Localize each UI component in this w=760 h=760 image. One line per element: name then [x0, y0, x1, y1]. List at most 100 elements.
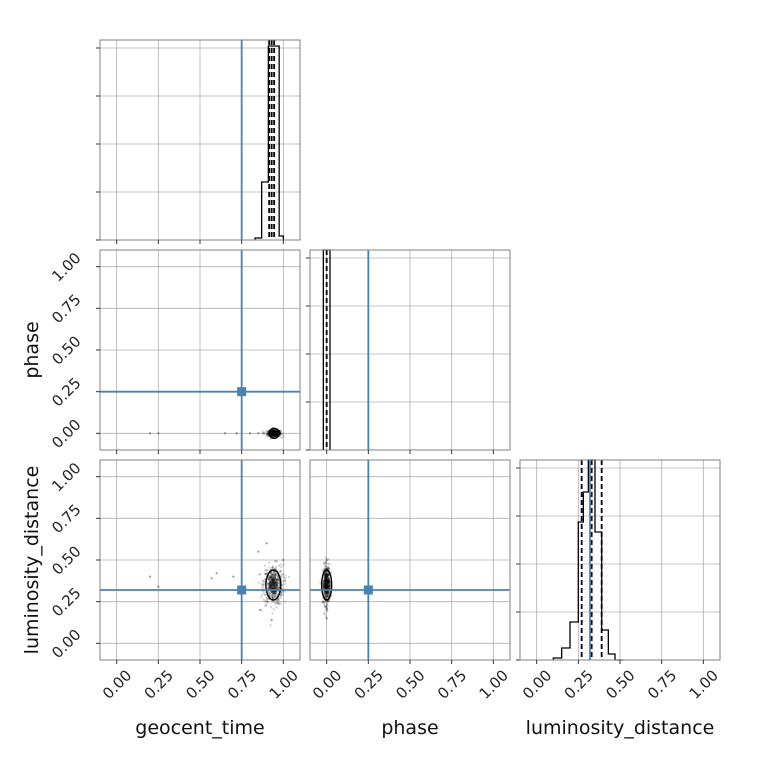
sample-point: [268, 591, 271, 595]
sample-point: [262, 598, 265, 601]
sample-point: [325, 572, 329, 576]
sample-point: [265, 597, 268, 600]
sample-point: [326, 562, 330, 565]
y-tick-label: 1.00: [48, 249, 84, 285]
sample-point: [326, 571, 329, 574]
sample-point: [284, 582, 287, 586]
sample-point: [265, 573, 268, 576]
scatter-panel-geocent_time-luminosity_distance: [96, 459, 301, 664]
sample-point: [278, 579, 281, 583]
sample-point: [280, 436, 283, 439]
sample-point: [327, 573, 330, 577]
sample-point: [323, 573, 327, 577]
sample-point: [273, 600, 276, 603]
sample-point: [324, 573, 328, 576]
sample-point: [273, 570, 276, 574]
sample-point: [266, 582, 269, 585]
sample-point: [271, 574, 274, 577]
sample-point: [271, 566, 274, 569]
sample-point: [270, 574, 273, 577]
sample-point: [264, 573, 267, 576]
sample-point: [323, 601, 326, 604]
sample-point: [325, 607, 328, 610]
sample-point: [279, 569, 282, 572]
sample-point: [326, 604, 329, 607]
sample-point: [267, 577, 271, 580]
sample-point: [326, 572, 329, 576]
sample-point: [327, 567, 330, 570]
sample-point: [248, 432, 252, 435]
sample-point: [276, 599, 279, 602]
sample-point: [272, 573, 275, 576]
sample-point: [281, 590, 285, 593]
y-tick-label: 0.25: [48, 374, 84, 410]
sample-point: [276, 578, 280, 581]
sample-point: [324, 573, 327, 576]
sample-point: [271, 612, 274, 615]
sample-point: [260, 609, 264, 612]
sample-point: [266, 435, 269, 438]
sample-point: [271, 566, 274, 569]
sample-point: [326, 610, 329, 613]
sample-point: [276, 577, 279, 580]
sample-point: [278, 583, 281, 586]
sample-point: [323, 567, 327, 570]
sample-point: [260, 583, 263, 586]
sample-point: [275, 606, 278, 609]
marginal-panel-geocent_time: [96, 39, 301, 244]
sample-point: [274, 567, 277, 570]
sample-point: [263, 431, 266, 435]
sample-point: [277, 586, 280, 589]
sample-cloud: [148, 426, 285, 441]
sample-point: [276, 593, 279, 596]
sample-point: [326, 596, 329, 599]
sample-point: [210, 577, 213, 580]
x-tick-label: 0.00: [99, 666, 135, 702]
marginal-panel-phase: [306, 249, 511, 454]
x-tick-label: 0.25: [141, 666, 177, 702]
sample-point: [264, 569, 267, 572]
sample-point: [274, 573, 277, 577]
density-contour: [265, 569, 282, 601]
sample-point: [284, 577, 287, 580]
sample-point: [283, 579, 287, 582]
sample-point: [270, 595, 274, 598]
scatter-panel-phase-luminosity_distance: [309, 459, 511, 664]
y-tick-label: 0.75: [48, 501, 84, 537]
sample-point: [270, 571, 273, 575]
sample-point: [327, 573, 330, 576]
sample-point: [268, 432, 272, 435]
sample-point: [325, 573, 328, 577]
sample-point: [266, 432, 269, 436]
sample-point: [269, 624, 272, 627]
sample-point: [277, 578, 280, 581]
sample-point: [273, 574, 276, 577]
sample-point: [262, 591, 265, 594]
histogram-luminosity_distance: [552, 459, 624, 661]
sample-point: [272, 608, 275, 611]
truth-marker: [363, 585, 373, 595]
sample-point: [277, 601, 280, 605]
sample-point: [266, 598, 269, 601]
density-contour: [320, 569, 333, 601]
x-tick-label: 0.50: [602, 666, 638, 702]
sample-point: [258, 608, 262, 612]
sample-point: [275, 565, 278, 569]
density-core: [322, 576, 331, 594]
y-tick-label: 0.50: [48, 332, 84, 368]
sample-point: [325, 594, 328, 597]
sample-point: [323, 605, 326, 608]
sample-cloud: [148, 542, 291, 627]
sample-point: [323, 561, 326, 564]
sample-point: [264, 433, 267, 436]
sample-point: [265, 430, 268, 433]
sample-point: [321, 601, 325, 604]
sample-point: [278, 603, 281, 606]
sample-point: [270, 594, 273, 597]
sample-point: [322, 600, 325, 603]
sample-point: [273, 559, 277, 562]
sample-point: [157, 432, 160, 435]
sample-point: [267, 585, 270, 589]
axis-titles: geocent_time phase luminosity_distancephas…: [21, 321, 714, 739]
sample-point: [324, 573, 327, 576]
